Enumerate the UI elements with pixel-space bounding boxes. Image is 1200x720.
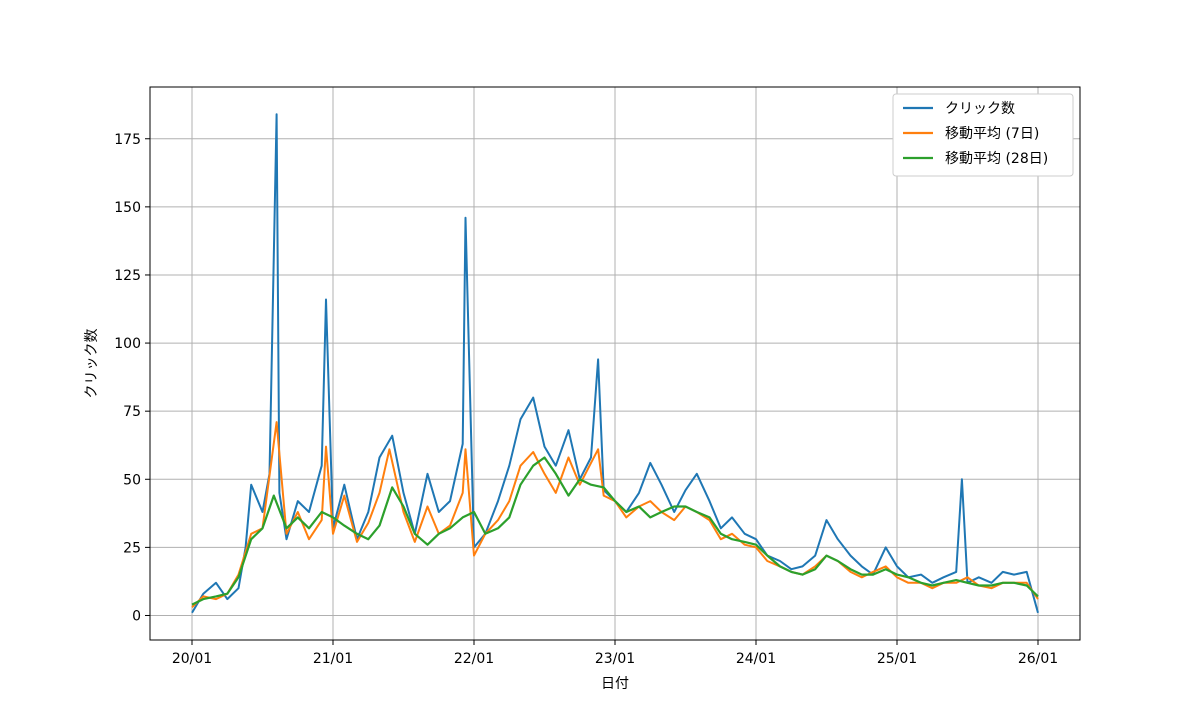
y-tick-label: 25	[123, 540, 141, 556]
x-tick-label: 20/01	[172, 651, 212, 667]
x-tick-label: 26/01	[1018, 651, 1058, 667]
grid	[150, 87, 1080, 640]
y-tick-label: 0	[132, 608, 141, 624]
legend-label: クリック数	[945, 101, 1015, 117]
legend-label: 移動平均 (7日)	[945, 126, 1039, 142]
x-tick-label: 22/01	[454, 651, 494, 667]
series-line-3	[191, 456, 1039, 606]
x-tick-label: 25/01	[877, 651, 917, 667]
series-layer	[191, 113, 1039, 614]
y-tick-label: 75	[123, 404, 141, 420]
legend-label: 移動平均 (28日)	[945, 151, 1048, 167]
x-tick-label: 23/01	[595, 651, 635, 667]
y-tick-label: 150	[114, 200, 141, 216]
y-tick-label: 125	[114, 268, 141, 284]
y-tick-label: 175	[114, 132, 141, 148]
y-tick-label: 50	[123, 472, 141, 488]
y-tick-label: 100	[114, 336, 141, 352]
ticks: 20/01 21/01 22/01 23/01 24/01 25/01 26/01 0 25 50…	[114, 132, 1058, 667]
x-tick-label: 21/01	[313, 651, 353, 667]
x-tick-label: 24/01	[736, 651, 776, 667]
y-axis-label: クリック数	[84, 329, 100, 399]
legend-box	[892, 93, 1074, 177]
series-line-1	[191, 113, 1039, 614]
x-axis-label: 日付	[601, 676, 629, 692]
